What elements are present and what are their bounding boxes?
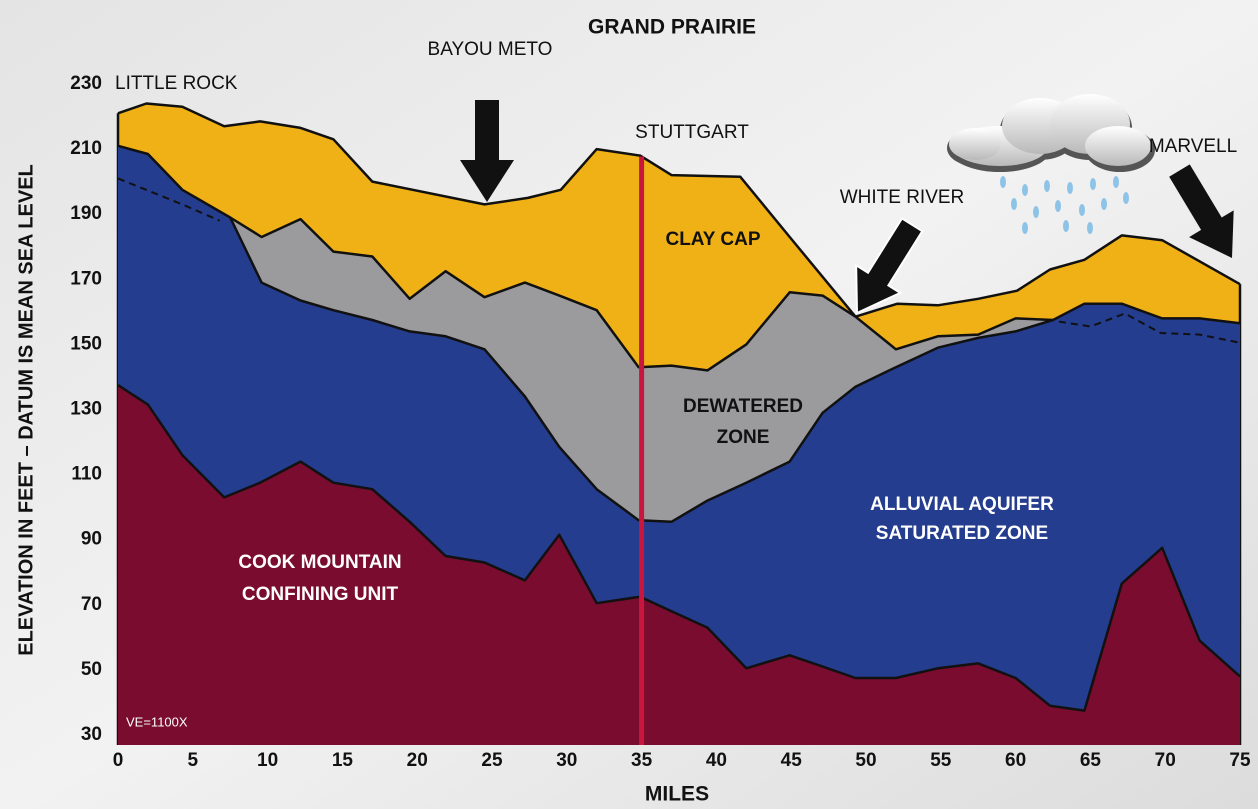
x-tick-label: 65 — [1080, 750, 1102, 771]
annotation: WHITE RIVER — [840, 187, 965, 208]
x-axis-label: MILES — [645, 783, 709, 806]
x-tick-label: 25 — [481, 750, 503, 771]
x-tick-label: 20 — [407, 750, 428, 771]
annotation: VE=1100X — [126, 714, 188, 729]
annotation: COOK MOUNTAIN — [238, 552, 401, 573]
annotation: ZONE — [717, 427, 770, 448]
y-axis-label: ELEVATION IN FEET – DATUM IS MEAN SEA LE… — [15, 164, 37, 656]
annotation: CONFINING UNIT — [242, 584, 399, 605]
y-tick-label: 70 — [81, 594, 102, 615]
annotation: CLAY CAP — [665, 229, 760, 250]
y-tick-label: 50 — [81, 659, 102, 680]
x-tick-label: 15 — [332, 750, 354, 771]
y-tick-label: 30 — [81, 724, 102, 745]
y-tick-label: 130 — [70, 399, 102, 420]
x-tick-label: 30 — [556, 750, 577, 771]
annotation: BAYOU METO — [428, 39, 553, 60]
y-tick-label: 230 — [70, 73, 102, 94]
annotation: MARVELL — [1149, 136, 1237, 157]
chart-title: GRAND PRAIRIE — [588, 16, 756, 39]
x-tick-label: 45 — [781, 750, 803, 771]
chart: GRAND PRAIRIE MILES ELEVATION IN FEET – … — [0, 0, 1258, 809]
y-tick-label: 170 — [70, 268, 102, 289]
x-tick-label: 35 — [631, 750, 653, 771]
y-tick-label: 210 — [70, 138, 102, 159]
x-tick-label: 0 — [113, 750, 124, 771]
y-tick-label: 150 — [70, 333, 102, 354]
annotation: SATURATED ZONE — [876, 523, 1048, 544]
x-tick-label: 60 — [1005, 750, 1026, 771]
y-tick-label: 90 — [81, 529, 102, 550]
x-tick-label: 75 — [1229, 750, 1251, 771]
x-tick-label: 55 — [930, 750, 952, 771]
x-tick-label: 10 — [257, 750, 278, 771]
annotation: LITTLE ROCK — [115, 73, 238, 94]
annotation: DEWATERED — [683, 396, 803, 417]
annotation: STUTTGART — [635, 122, 749, 143]
x-tick-label: 40 — [706, 750, 727, 771]
x-tick-label: 50 — [855, 750, 876, 771]
y-tick-label: 190 — [70, 203, 102, 224]
x-tick-label: 70 — [1155, 750, 1176, 771]
y-tick-label: 110 — [71, 464, 102, 485]
x-tick-label: 5 — [188, 750, 199, 771]
annotation: ALLUVIAL AQUIFER — [870, 494, 1054, 515]
